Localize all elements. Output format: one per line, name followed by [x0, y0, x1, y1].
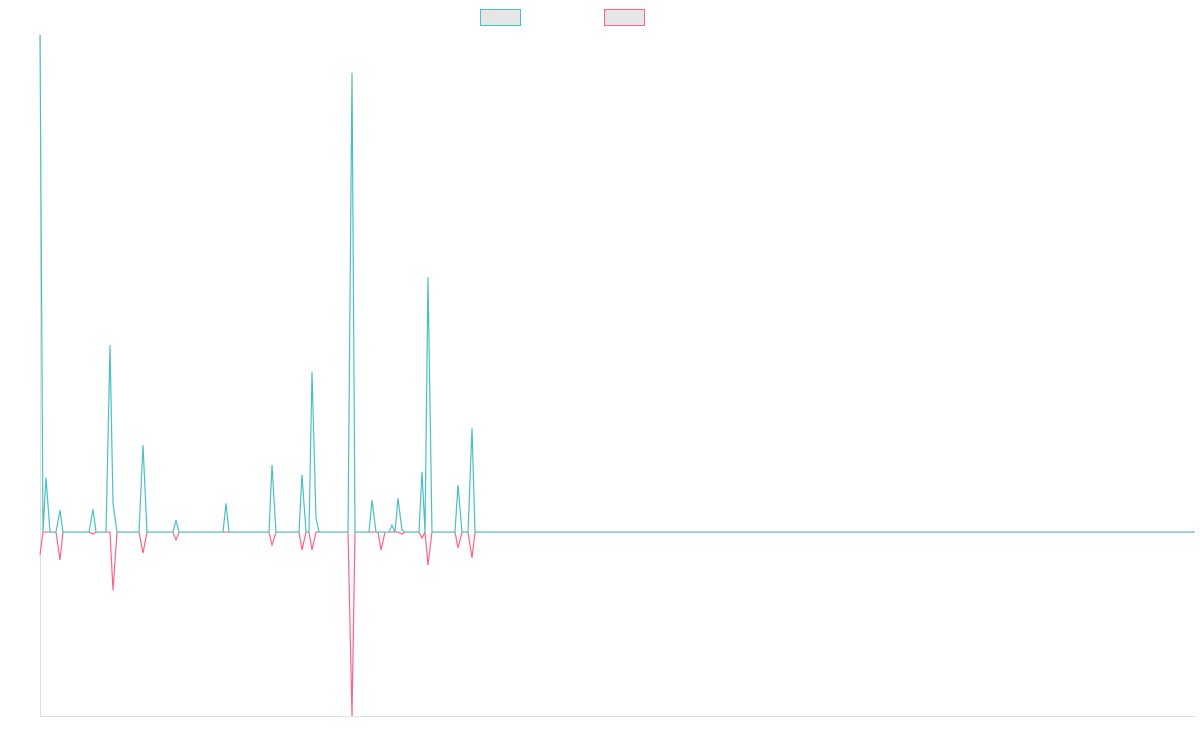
legend-swatch [604, 9, 645, 26]
line-series [39, 529, 1195, 717]
line-series [39, 34, 1195, 533]
legend-swatch [480, 9, 521, 26]
